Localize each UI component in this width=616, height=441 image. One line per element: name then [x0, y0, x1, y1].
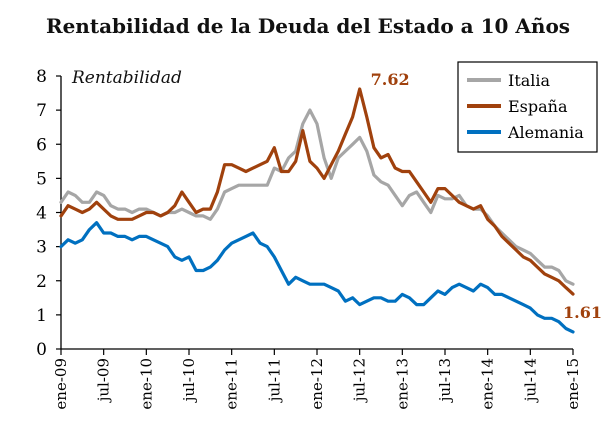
legend-label: Alemania: [507, 123, 584, 142]
y-tick-label: 5: [36, 169, 47, 189]
data-label: 1.61: [563, 303, 602, 322]
x-tick-label: ene-13: [393, 358, 411, 410]
x-tick-label: jul-09: [95, 358, 113, 403]
y-tick-label: 8: [36, 67, 47, 87]
axes: 0 1 2 3 4 5 6 7 8 ene-09 jul-09 ene-10 jul-10 ene-11 j…: [36, 67, 582, 410]
legend-label: España: [508, 97, 568, 116]
legend: Italia España Alemania: [457, 61, 598, 153]
y-tick-label: 6: [36, 135, 47, 155]
x-tick-label: ene-15: [564, 358, 582, 410]
x-tick-label: jul-13: [436, 358, 454, 403]
chart-title: Rentabilidad de la Deuda del Estado a 10…: [45, 14, 571, 38]
x-tick-label: ene-14: [479, 358, 497, 410]
x-tick-label: jul-12: [351, 358, 369, 403]
series-layer: [59, 87, 575, 334]
y-axis-label: Rentabilidad: [71, 68, 182, 88]
x-tick-label: ene-10: [137, 358, 155, 410]
y-tick-label: 7: [36, 101, 47, 121]
x-tick-label: ene-11: [223, 358, 241, 410]
y-tick-label: 0: [36, 340, 47, 360]
y-tick-label: 1: [36, 306, 47, 326]
data-label: 7.62: [371, 70, 410, 89]
y-tick-label: 3: [36, 238, 47, 258]
y-tick-label: 2: [36, 272, 47, 292]
y-tick-label: 4: [36, 204, 47, 224]
legend-label: Italia: [508, 71, 551, 90]
series-line-espa-a: [59, 87, 575, 296]
series-line-alemania: [59, 221, 575, 334]
x-tick-label: jul-14: [521, 358, 539, 403]
annotations: 7.62 1.61: [371, 70, 602, 322]
x-tick-label: jul-11: [265, 358, 283, 403]
x-tick-label: jul-10: [180, 358, 198, 403]
x-tick-label: ene-09: [52, 358, 70, 410]
x-tick-label: ene-12: [308, 358, 326, 410]
